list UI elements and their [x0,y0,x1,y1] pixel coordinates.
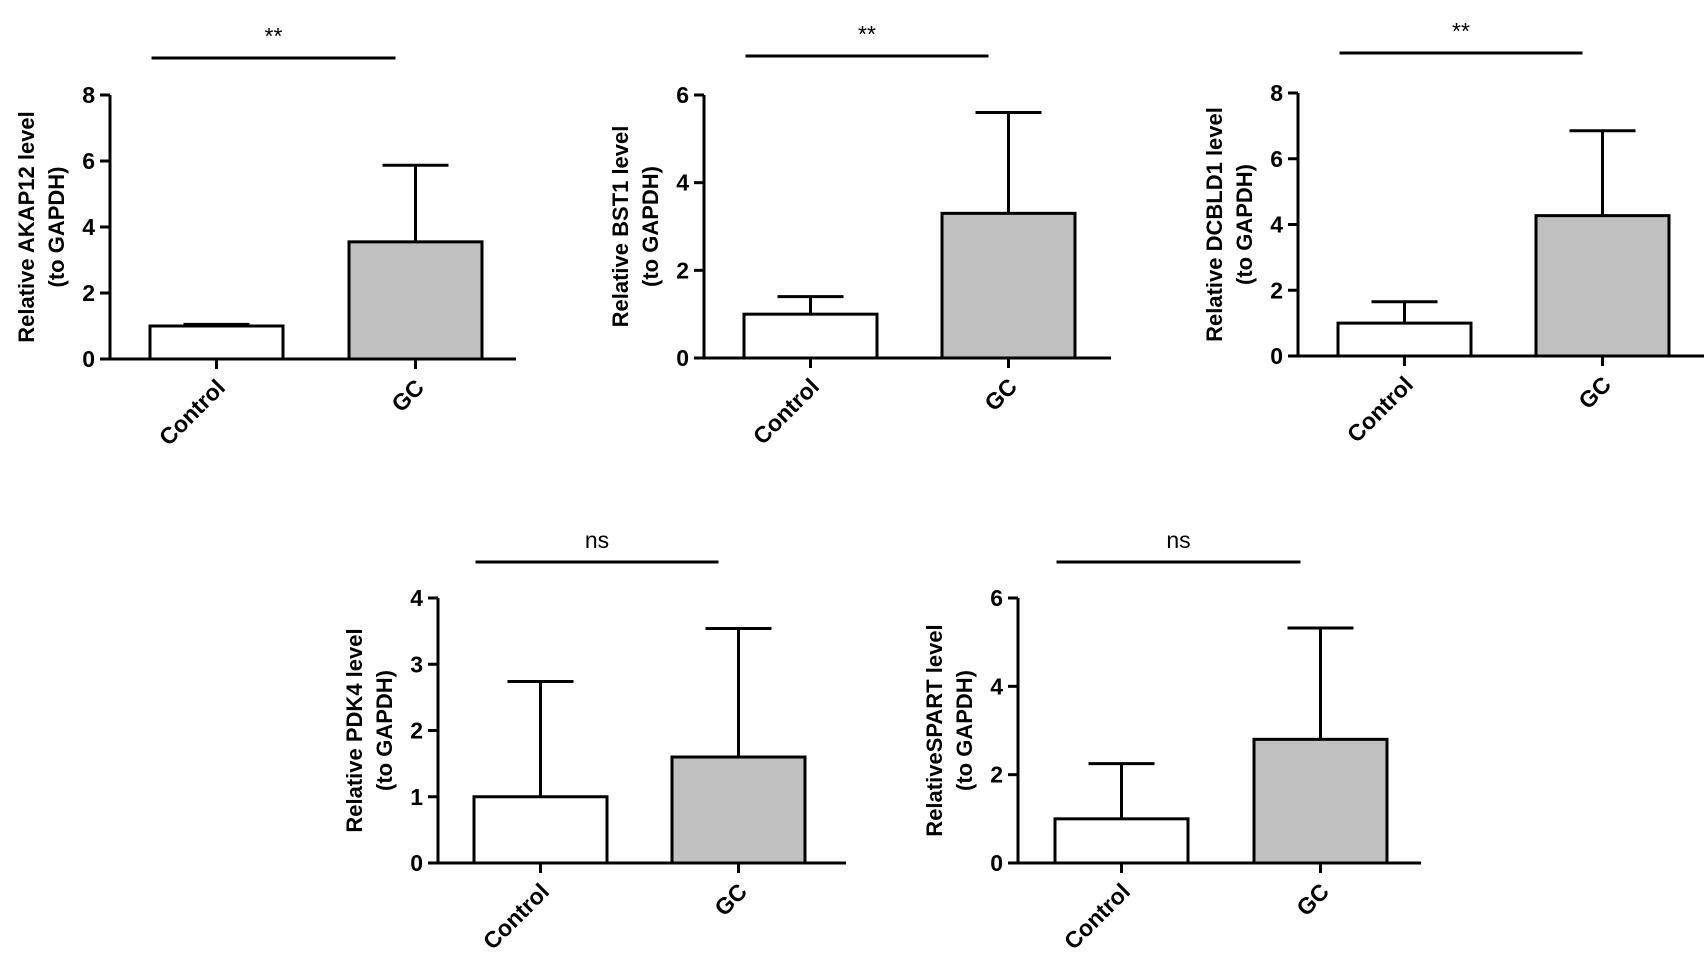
y-axis-label-unit: (to GAPDH) [372,670,397,791]
chart-1: 0 2 4 6 8 Relative AKAP12 level (to GAPDH) Cont… [14,23,516,450]
y-tick-label: 1 [410,784,423,810]
bar-gc [670,755,807,865]
bar-control [148,324,285,361]
x-tick-label: Control [1059,878,1135,954]
y-tick-label: 6 [676,82,689,108]
y-tick-label: 2 [676,257,689,283]
y-axis-label: Relative PDK4 level [342,628,367,832]
y-tick-label: 6 [1270,146,1283,172]
y-axis-label-unit: (to GAPDH) [952,670,977,791]
x-tick-label: Control [748,373,824,449]
x-tick-label: GC [1291,878,1334,921]
y-tick-label: 4 [410,585,423,611]
y-axis-label: Relative DCBLD1 level [1202,107,1227,342]
y-axis-label: Relative AKAP12 level [14,111,39,343]
chart-4: 0 1 2 3 4 Relative PDK4 level (to GAPDH) Contro… [342,527,846,954]
y-tick-label: 3 [410,651,423,677]
bar-gc [1534,214,1671,358]
y-axis-label: Relative BST1 level [608,126,633,328]
y-axis-label-unit: (to GAPDH) [1232,164,1257,285]
y-tick-label: 8 [82,82,95,108]
significance-label: ns [1166,527,1190,553]
y-tick-label: 8 [1270,80,1283,106]
y-tick-label: 6 [990,585,1003,611]
x-tick-label: Control [1342,371,1418,447]
y-tick-label: 2 [1270,277,1283,303]
y-tick-label: 0 [1270,343,1283,369]
bar-gc [347,240,484,361]
bar-control [1053,817,1190,865]
chart-3: 0 2 4 6 8 Relative DCBLD1 level (to GAPDH) Cont… [1202,18,1704,447]
y-tick-label: 4 [1270,212,1283,238]
y-tick-label: 0 [676,345,689,371]
y-axis-label-unit: (to GAPDH) [638,166,663,287]
y-tick-label: 4 [676,170,689,196]
x-tick-label: Control [478,878,554,954]
y-tick-label: 4 [82,214,95,240]
y-tick-label: 0 [410,850,423,876]
y-tick-label: 0 [82,346,95,372]
x-tick-label: GC [709,878,752,921]
y-tick-label: 0 [990,850,1003,876]
bar-control [1336,321,1473,358]
y-tick-label: 2 [410,718,423,744]
x-tick-label: GC [979,373,1022,416]
y-tick-label: 4 [990,673,1003,699]
chart-5: 0 2 4 6 RelativeSPART level (to GAPDH) Control… [922,527,1421,954]
y-axis-label-unit: (to GAPDH) [44,167,69,288]
bar-gc [940,211,1077,360]
x-tick-label: GC [386,374,429,417]
bar-control [742,312,879,360]
bar-control [472,795,609,865]
significance-label: ns [585,527,609,553]
x-tick-label: GC [1573,371,1616,414]
y-tick-label: 2 [82,280,95,306]
chart-2: 0 2 4 6 Relative BST1 level (to GAPDH) Control… [608,21,1111,449]
y-tick-label: 6 [82,148,95,174]
y-axis-label: RelativeSPART level [922,624,947,836]
y-tick-label: 2 [990,762,1003,788]
significance-label: ** [1452,18,1470,44]
bar-gc [1252,737,1389,865]
significance-label: ** [858,21,876,47]
x-tick-label: Control [154,374,230,450]
significance-label: ** [265,23,283,49]
